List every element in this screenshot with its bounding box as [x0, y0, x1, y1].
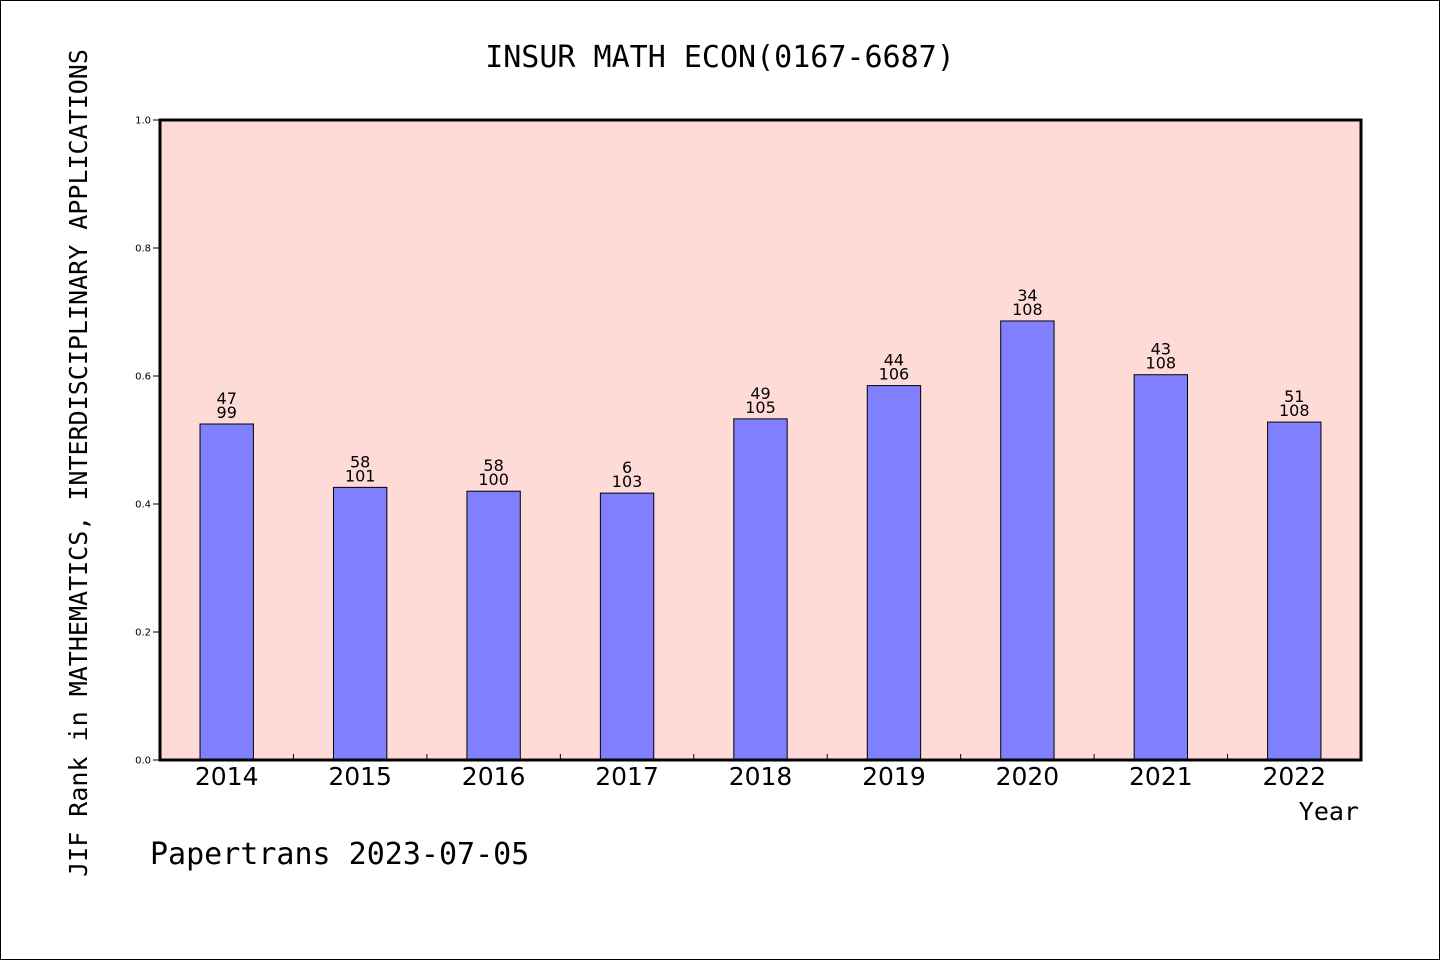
y-tick-label: 0.4	[135, 500, 151, 511]
y-tick-label: 0.8	[135, 244, 151, 255]
y-tick-label: 0.0	[135, 756, 151, 767]
bar-2022	[1267, 421, 1322, 761]
bar-2014	[199, 423, 254, 761]
bar-total-label: 108	[1279, 401, 1310, 420]
bar-rank-label: 6	[622, 458, 632, 477]
bar-rank-label: 51	[1284, 387, 1304, 406]
chart-title: INSUR MATH ECON(0167-6687)	[485, 40, 955, 75]
bar-rank-label: 43	[1151, 340, 1171, 359]
bar-total-label: 106	[879, 365, 910, 384]
footer-credit: Papertrans 2023-07-05	[150, 837, 529, 872]
y-tick-label: 1.0	[135, 116, 151, 127]
bars: 4799581015810061034910544106341084310851…	[199, 286, 1322, 761]
bar-total-label: 105	[745, 398, 776, 417]
bar-2021	[1133, 374, 1189, 761]
x-axis-label: Year	[1299, 797, 1359, 826]
bar-rank-label: 47	[217, 389, 237, 408]
bar-rank-label: 58	[350, 452, 370, 471]
plot-border	[158, 118, 1363, 762]
y-tick-label: 0.6	[135, 372, 151, 383]
bar-total-label: 108	[1012, 300, 1043, 319]
bar-rank-label: 58	[483, 456, 503, 475]
axis-ticks: 0.0 0.2 0.4 0.6 0.8 1.0 2014 2015 2016 2017 2018 20…	[135, 116, 1326, 792]
x-tick-label: 2021	[1129, 762, 1193, 791]
bar-total-label: 103	[612, 472, 643, 491]
x-tick-label: 2015	[328, 762, 392, 791]
x-tick-label: 2016	[462, 762, 526, 791]
x-tick-label: 2017	[595, 762, 659, 791]
bar-rank-label: 34	[1017, 286, 1037, 305]
bar-total-label: 99	[217, 403, 237, 422]
bar-total-label: 100	[478, 470, 509, 489]
bar-rank-label: 44	[884, 351, 904, 370]
y-axis-label: JIF Rank in MATHEMATICS, INTERDISCIPLINA…	[64, 49, 93, 877]
x-tick-label: 2019	[862, 762, 926, 791]
x-tick-label: 2014	[195, 762, 259, 791]
bar-total-label: 101	[345, 466, 376, 485]
bar-2017	[599, 492, 655, 761]
x-tick-label: 2018	[729, 762, 793, 791]
bar-2018	[733, 418, 788, 761]
bar-total-label: 108	[1146, 354, 1177, 373]
bar-rank-label: 49	[750, 384, 770, 403]
bar-2019	[866, 385, 922, 761]
bar-2020	[1000, 320, 1055, 761]
x-tick-label: 2022	[1262, 762, 1326, 791]
x-tick-label: 2020	[996, 762, 1060, 791]
bar-2015	[332, 486, 388, 761]
y-tick-label: 0.2	[135, 628, 151, 639]
bar-2016	[466, 490, 521, 761]
